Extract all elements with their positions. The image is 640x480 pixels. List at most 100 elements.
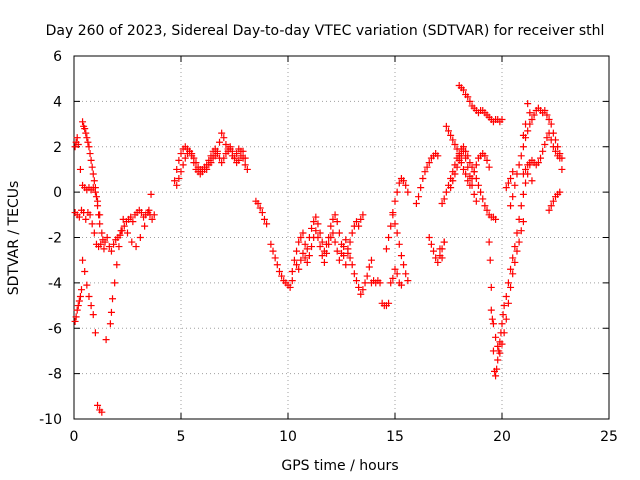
- data-point: [107, 247, 115, 255]
- data-point: [239, 147, 247, 155]
- data-point: [526, 109, 534, 117]
- data-point: [117, 227, 125, 235]
- data-point: [147, 190, 155, 198]
- data-point: [91, 184, 99, 192]
- data-point: [213, 150, 221, 158]
- data-point: [391, 197, 399, 205]
- data-point: [201, 165, 209, 173]
- data-point: [438, 199, 446, 207]
- data-point: [459, 86, 467, 94]
- data-point: [171, 177, 179, 185]
- data-point: [376, 279, 384, 287]
- data-point: [115, 243, 123, 251]
- data-point: [331, 238, 339, 246]
- data-point: [91, 329, 99, 337]
- data-point: [73, 134, 81, 142]
- data-point: [472, 161, 480, 169]
- data-point: [83, 134, 91, 142]
- data-point: [545, 116, 553, 124]
- data-point: [468, 181, 476, 189]
- y-tick-label: -6: [48, 321, 62, 337]
- data-point: [97, 240, 105, 248]
- data-point: [137, 209, 145, 217]
- data-point: [278, 272, 286, 280]
- data-point: [509, 168, 517, 176]
- data-point: [352, 277, 360, 285]
- data-point: [486, 256, 494, 264]
- data-point: [493, 365, 501, 373]
- data-point: [470, 190, 478, 198]
- data-point: [453, 163, 461, 171]
- data-point: [385, 299, 393, 307]
- data-point: [85, 292, 93, 300]
- data-point: [335, 229, 343, 237]
- data-point: [96, 220, 104, 228]
- data-point: [295, 238, 303, 246]
- data-point: [81, 125, 89, 133]
- data-point: [127, 213, 135, 221]
- data-point: [312, 227, 320, 235]
- data-point: [507, 265, 515, 273]
- data-point: [344, 245, 352, 253]
- data-point: [519, 143, 527, 151]
- data-point: [237, 152, 245, 160]
- data-point: [440, 195, 448, 203]
- data-point: [498, 116, 506, 124]
- data-point: [316, 243, 324, 251]
- data-point: [382, 245, 390, 253]
- data-point: [389, 211, 397, 219]
- data-point: [511, 243, 519, 251]
- data-points: [71, 81, 566, 416]
- data-point: [483, 156, 491, 164]
- data-point: [75, 213, 83, 221]
- data-point: [530, 111, 538, 119]
- data-point: [515, 215, 523, 223]
- data-point: [470, 168, 478, 176]
- data-point: [79, 256, 87, 264]
- data-point: [86, 150, 94, 158]
- y-tick-label: -4: [48, 276, 62, 292]
- data-point: [522, 120, 530, 128]
- data-point: [541, 140, 549, 148]
- data-point: [547, 202, 555, 210]
- data-point: [498, 320, 506, 328]
- data-point: [504, 299, 512, 307]
- data-point: [342, 236, 350, 244]
- data-point: [415, 193, 423, 201]
- data-point: [462, 170, 470, 178]
- data-point: [359, 286, 367, 294]
- data-point: [203, 161, 211, 169]
- data-point: [434, 258, 442, 266]
- data-point: [417, 184, 425, 192]
- data-point: [173, 165, 181, 173]
- data-point: [466, 159, 474, 167]
- data-point: [110, 240, 118, 248]
- data-point: [86, 211, 94, 219]
- data-point: [76, 292, 84, 300]
- data-point: [329, 229, 337, 237]
- y-tick-label: 0: [53, 185, 62, 201]
- data-point: [440, 238, 448, 246]
- data-point: [308, 224, 316, 232]
- data-point: [502, 184, 510, 192]
- data-point: [103, 234, 111, 241]
- data-point: [357, 290, 365, 298]
- data-point: [492, 333, 500, 341]
- data-point: [87, 156, 95, 164]
- data-point: [504, 179, 512, 187]
- data-point: [173, 181, 181, 189]
- data-point: [275, 268, 283, 276]
- data-point: [421, 168, 429, 176]
- data-point: [487, 306, 495, 314]
- y-tick-label: -10: [39, 412, 62, 428]
- data-point: [124, 229, 131, 237]
- data-point: [106, 320, 114, 328]
- data-point: [500, 302, 508, 310]
- data-point: [485, 238, 493, 246]
- data-point: [423, 163, 431, 171]
- data-point: [241, 161, 249, 169]
- data-point: [81, 268, 89, 276]
- data-point: [425, 234, 433, 241]
- data-point: [442, 188, 450, 196]
- data-point: [94, 202, 102, 210]
